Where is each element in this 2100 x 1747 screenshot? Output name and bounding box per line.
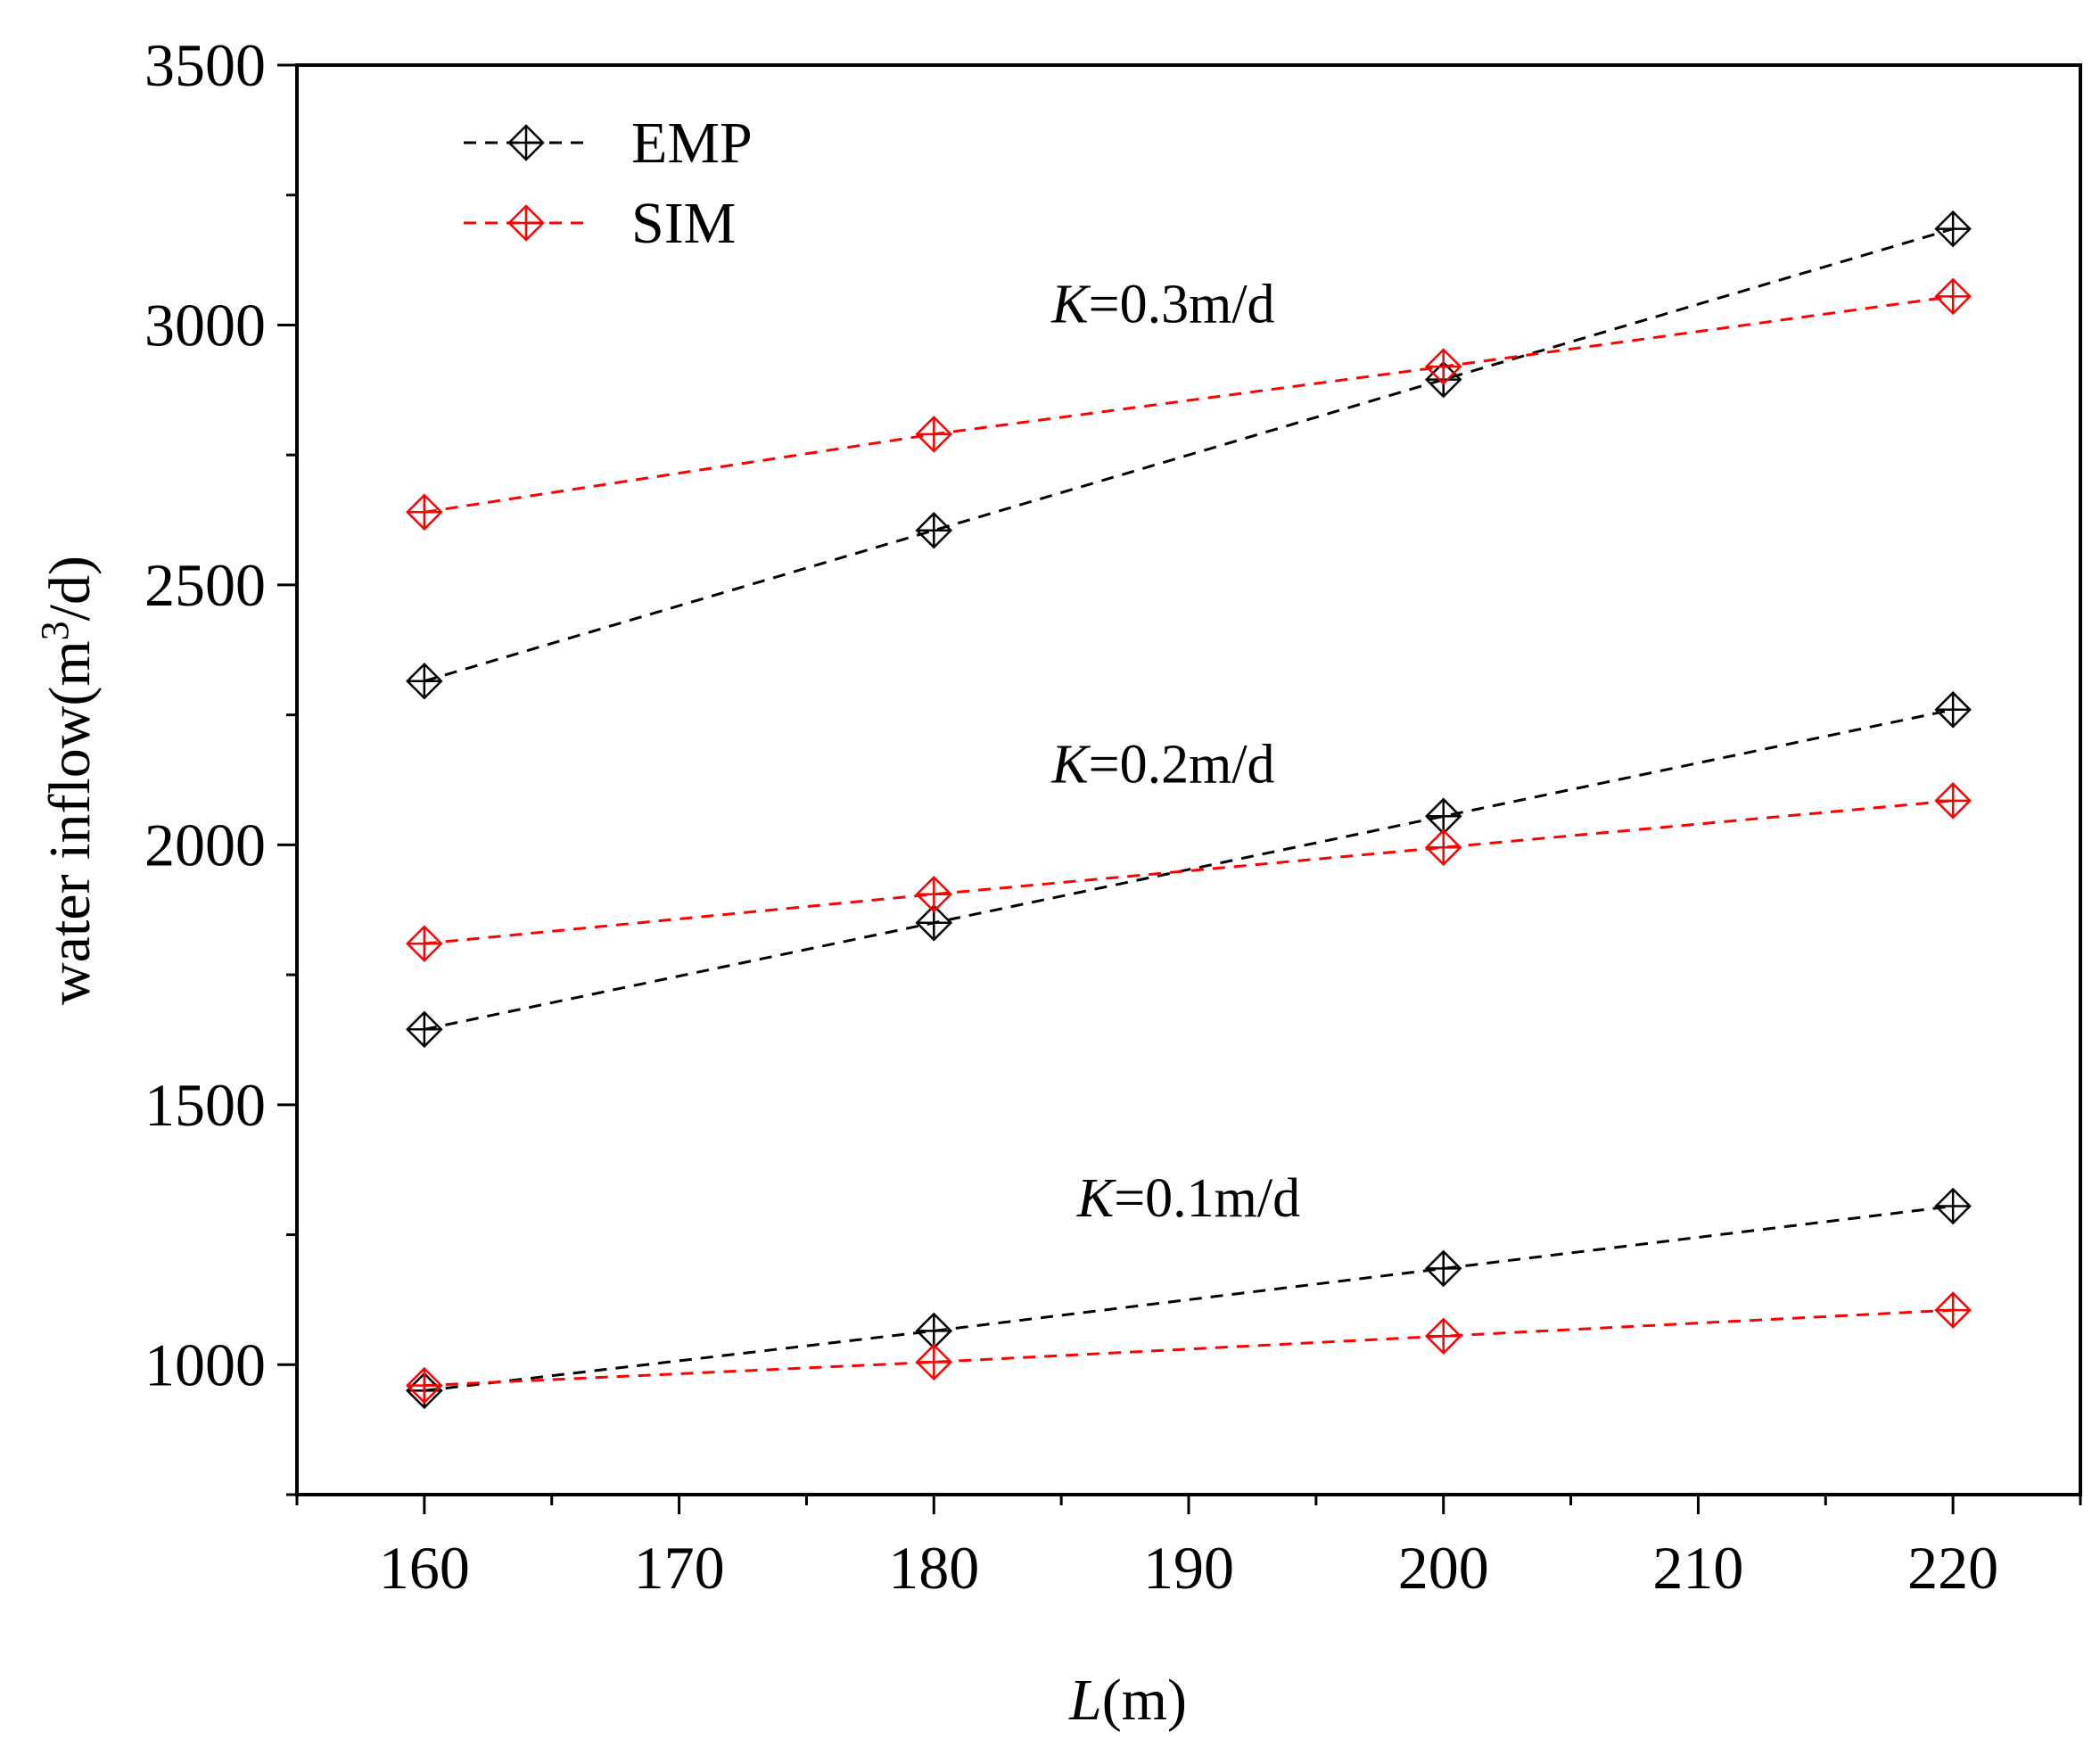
legend-swatch-marker: [507, 204, 545, 242]
marker-cross: [1426, 799, 1461, 834]
marker-cross: [407, 1012, 441, 1047]
y-tick-label: 1000: [144, 1331, 266, 1398]
marker-diamond: [915, 511, 953, 549]
marker-diamond: [406, 493, 443, 532]
data-point-emp: [1934, 691, 1972, 729]
x-tick-label: 220: [1907, 1534, 1998, 1602]
y-tick-label: 1500: [144, 1071, 266, 1139]
series-line-emp: [424, 708, 1954, 1031]
series-lines: [424, 227, 1954, 1392]
y-axis-title: water inflow(m3/d): [33, 556, 103, 1005]
marker-cross: [917, 513, 951, 548]
marker-cross: [1936, 1293, 1971, 1328]
y-tick-label: 2000: [144, 811, 266, 878]
legend-label: SIM: [631, 191, 736, 256]
data-point-sim: [915, 1343, 953, 1381]
marker-cross: [1426, 350, 1461, 384]
marker-cross: [1936, 692, 1971, 727]
k-label: K=0.1m/d: [1076, 1168, 1300, 1229]
data-point-sim: [406, 925, 443, 962]
x-tick-label: 170: [634, 1534, 725, 1602]
legend: EMP SIM: [464, 111, 753, 256]
marker-cross: [407, 927, 441, 961]
marker-cross: [917, 416, 951, 451]
k-label: K=0.3m/d: [1050, 275, 1274, 335]
marker-cross: [509, 126, 543, 160]
marker-cross: [1936, 1189, 1971, 1224]
data-point-sim: [1424, 348, 1462, 385]
marker-cross: [917, 877, 951, 911]
data-point-sim: [1424, 828, 1462, 867]
data-point-emp: [1934, 1187, 1972, 1225]
data-point-emp: [1934, 210, 1972, 248]
series-line-sim: [424, 1308, 1954, 1388]
marker-cross: [1426, 1319, 1461, 1354]
x-tick-label: 210: [1652, 1534, 1743, 1602]
marker-cross: [1936, 211, 1971, 246]
marker-cross: [509, 206, 543, 240]
y-tick-label: 3500: [144, 31, 266, 99]
x-tick-label: 190: [1143, 1534, 1234, 1602]
data-point-sim: [1934, 1291, 1972, 1329]
marker-cross: [407, 663, 441, 698]
data-point-emp: [915, 1312, 953, 1350]
data-point-sim: [915, 875, 953, 913]
marker-cross: [1426, 1251, 1461, 1286]
k-label: K=0.2m/d: [1050, 734, 1274, 795]
legend-item-sim: SIM: [464, 191, 736, 256]
x-tick-label: 180: [888, 1534, 979, 1602]
marker-cross: [917, 1345, 951, 1380]
data-point-sim: [1934, 277, 1972, 316]
marker-diamond: [406, 925, 443, 962]
legend-label: EMP: [631, 111, 753, 176]
x-tick-label: 160: [379, 1534, 470, 1602]
marker-cross: [1936, 783, 1971, 818]
data-point-sim: [915, 416, 953, 453]
marker-diamond: [1934, 1187, 1972, 1225]
data-point-emp: [915, 511, 953, 549]
data-point-sim: [406, 1366, 443, 1405]
series-line-emp: [424, 227, 1954, 683]
legend-swatch-marker: [507, 124, 545, 161]
data-point-sim: [1424, 1317, 1462, 1355]
marker-cross: [1936, 279, 1971, 314]
data-point-sim: [406, 493, 443, 532]
series-line-sim: [424, 294, 1954, 514]
marker-diamond: [1934, 1291, 1972, 1329]
marker-diamond: [1934, 277, 1972, 316]
series-line-emp: [424, 1204, 1954, 1392]
marker-diamond: [406, 1010, 443, 1049]
data-point-emp: [406, 1010, 443, 1049]
y-tick-label: 2500: [144, 551, 266, 619]
data-point-sim: [1934, 782, 1972, 820]
marker-cross: [917, 1314, 951, 1348]
marker-cross: [407, 495, 441, 530]
x-tick-label: 200: [1398, 1534, 1489, 1602]
legend-item-emp: EMP: [464, 111, 753, 176]
series-markers: [406, 210, 1972, 1410]
k-annotations: K=0.1m/d K=0.2m/d K=0.3m/d: [1050, 275, 1300, 1230]
data-point-emp: [1424, 1249, 1462, 1288]
marker-diamond: [406, 1366, 443, 1405]
marker-cross: [407, 1368, 441, 1403]
marker-cross: [1426, 830, 1461, 865]
series-line-sim: [424, 799, 1954, 945]
data-point-emp: [1424, 797, 1462, 836]
axis-ticks: 160 170 180 190 200 210 220 1000 1500 2000 2500 300…: [144, 31, 2082, 1602]
x-axis-title: L(m): [1068, 1668, 1187, 1733]
data-point-emp: [406, 662, 443, 700]
y-tick-label: 3000: [144, 291, 266, 358]
marker-diamond: [915, 1343, 953, 1381]
